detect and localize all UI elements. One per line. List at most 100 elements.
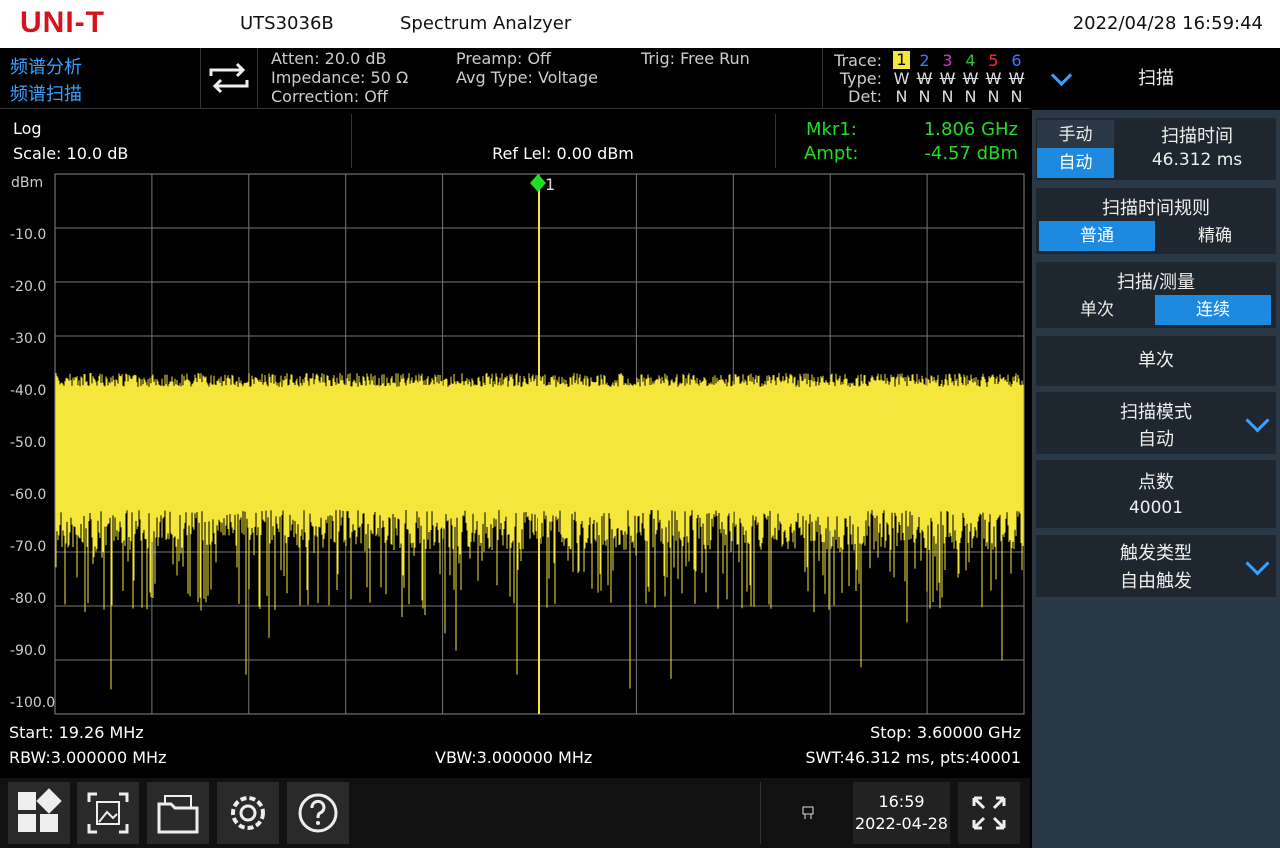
trace-traces[interactable]: 4	[965, 51, 976, 70]
preamp: Preamp: Off	[456, 49, 552, 68]
trace-traces[interactable]: 6	[1011, 51, 1022, 70]
y-label: -40.0	[10, 383, 46, 399]
ref-level: Ref Lel: 0.00 dBm	[492, 144, 634, 163]
avg-type: Avg Type: Voltage	[456, 68, 598, 87]
vbw: VBW:3.000000 MHz	[435, 748, 593, 767]
item-label: 扫描模式	[1120, 402, 1192, 423]
trace-traces[interactable]: 3	[942, 51, 953, 70]
file-button[interactable]	[147, 782, 209, 844]
usb-icon	[802, 806, 814, 819]
correction: Correction: Off	[271, 87, 388, 106]
option[interactable]: 普通	[1039, 221, 1155, 251]
sweep-mode-item[interactable]: 扫描模式 自动	[1036, 392, 1276, 454]
option[interactable]: 自动	[1037, 148, 1114, 178]
submode[interactable]: 频谱扫描	[10, 84, 82, 105]
ampt: -4.57 dBm	[924, 143, 1018, 164]
y-label: -70.0	[10, 539, 46, 555]
item-value: 自动	[1138, 429, 1174, 450]
single-item[interactable]: 单次	[1036, 336, 1276, 386]
trace-label: Trace:	[834, 51, 882, 70]
trigger-item[interactable]: 触发类型 自由触发	[1036, 535, 1276, 597]
trace-dets: N	[895, 87, 908, 106]
item-value: 40001	[1128, 498, 1184, 518]
switch-icon[interactable]	[205, 58, 253, 98]
y-label: -10.0	[10, 227, 46, 243]
home-button[interactable]	[8, 782, 70, 844]
marker-diamond	[530, 174, 546, 192]
settings-button[interactable]	[217, 782, 279, 844]
points-item[interactable]: 点数 40001	[1036, 460, 1276, 528]
side-menu: 扫描 手动 自动 扫描时间 46.312 ms 扫描时间规则 普通 精确 扫描/…	[1032, 48, 1280, 848]
atten: Atten: 20.0 dB	[271, 49, 387, 68]
item-value: 自由触发	[1120, 571, 1192, 592]
type-label: Type:	[839, 69, 882, 88]
item-value: 46.312 ms	[1151, 150, 1243, 170]
clock-date: 2022-04-28	[855, 814, 948, 833]
marker-label: Mkr1:	[806, 119, 857, 140]
y-label: -60.0	[10, 487, 46, 503]
clock-time: 16:59	[878, 792, 925, 811]
trace-dets: N	[941, 87, 954, 106]
marker-freq: 1.806 GHz	[923, 119, 1018, 140]
trace-dets: N	[964, 87, 977, 106]
stop: Stop: 3.60000 GHz	[870, 723, 1021, 742]
item-label: 单次	[1138, 350, 1174, 371]
option[interactable]: 单次	[1080, 300, 1114, 320]
scale: Scale: 10.0 dB	[13, 144, 129, 163]
trace-types: W	[1008, 69, 1025, 88]
model: UTS3036B	[240, 13, 334, 34]
trace-dets: N	[918, 87, 931, 106]
trig: Trig: Free Run	[641, 49, 750, 68]
trace-types: W	[962, 69, 979, 88]
y-label: -90.0	[10, 643, 46, 659]
y-label: -80.0	[10, 591, 46, 607]
swt: SWT:46.312 ms, pts:40001	[805, 748, 1021, 767]
marker-number: 1	[545, 175, 555, 194]
status-bar: 频谱分析 频谱扫描 Atten: 20.0 dB Impedance: 50 Ω…	[0, 48, 1030, 109]
ampt-label: Ampt:	[804, 143, 859, 164]
y-label: -50.0	[10, 435, 46, 451]
trace-types: W	[916, 69, 933, 88]
app-name: Spectrum Analzyer	[400, 13, 572, 34]
fullscreen-button[interactable]	[958, 782, 1020, 844]
unit: dBm	[11, 175, 43, 191]
title-bar: UNI-T UTS3036B Spectrum Analzyer 2022/04…	[0, 0, 1280, 48]
spectrum-plot: 1 dBm -10.0 -20.0 -30.0 -40.0 -50.0 -60.0 -70.…	[10, 173, 1025, 715]
scale-mode: Log	[13, 119, 42, 138]
help-button[interactable]	[287, 782, 349, 844]
option[interactable]: 手动	[1037, 120, 1114, 150]
datetime: 2022/04/28 16:59:44	[1072, 13, 1263, 34]
trace-dets: N	[1010, 87, 1023, 106]
noise-trace	[55, 373, 1024, 690]
item-label: 扫描时间	[1161, 126, 1233, 147]
trace-traces[interactable]: 1	[893, 51, 910, 69]
rbw: RBW:3.000000 MHz	[9, 748, 167, 767]
menu-title: 扫描	[1138, 68, 1174, 89]
scale-bar: Log Scale: 10.0 dB Ref Lel: 0.00 dBm Mkr…	[0, 110, 1030, 170]
sweep-rule-item[interactable]: 扫描时间规则 普通 精确	[1036, 188, 1276, 254]
option[interactable]: 连续	[1155, 295, 1271, 325]
mode[interactable]: 频谱分析	[10, 57, 82, 78]
start: Start: 19.26 MHz	[9, 723, 144, 742]
sweep-measure-item[interactable]: 扫描/测量 单次 连续	[1036, 262, 1276, 328]
item-label: 扫描时间规则	[1102, 198, 1210, 219]
sweep-time-item[interactable]: 手动 自动 扫描时间 46.312 ms	[1036, 118, 1276, 180]
item-label: 点数	[1138, 472, 1174, 493]
y-label: -30.0	[10, 331, 46, 347]
item-label: 扫描/测量	[1116, 272, 1196, 293]
menu-header[interactable]: 扫描	[1032, 48, 1280, 110]
trace-types: W	[939, 69, 956, 88]
trace-traces[interactable]: 5	[988, 51, 999, 70]
trace-traces[interactable]: 2	[919, 51, 930, 70]
impedance: Impedance: 50 Ω	[271, 68, 409, 87]
item-label: 触发类型	[1120, 543, 1192, 564]
trace-types: W	[985, 69, 1002, 88]
screenshot-button[interactable]	[77, 782, 139, 844]
det-label: Det:	[848, 87, 882, 106]
trace-types: W	[893, 69, 910, 88]
logo: UNI-T	[20, 6, 105, 39]
option[interactable]: 精确	[1198, 226, 1232, 246]
y-label: -100.0	[10, 695, 55, 711]
y-label: -20.0	[10, 279, 46, 295]
trace-dets: N	[987, 87, 1000, 106]
